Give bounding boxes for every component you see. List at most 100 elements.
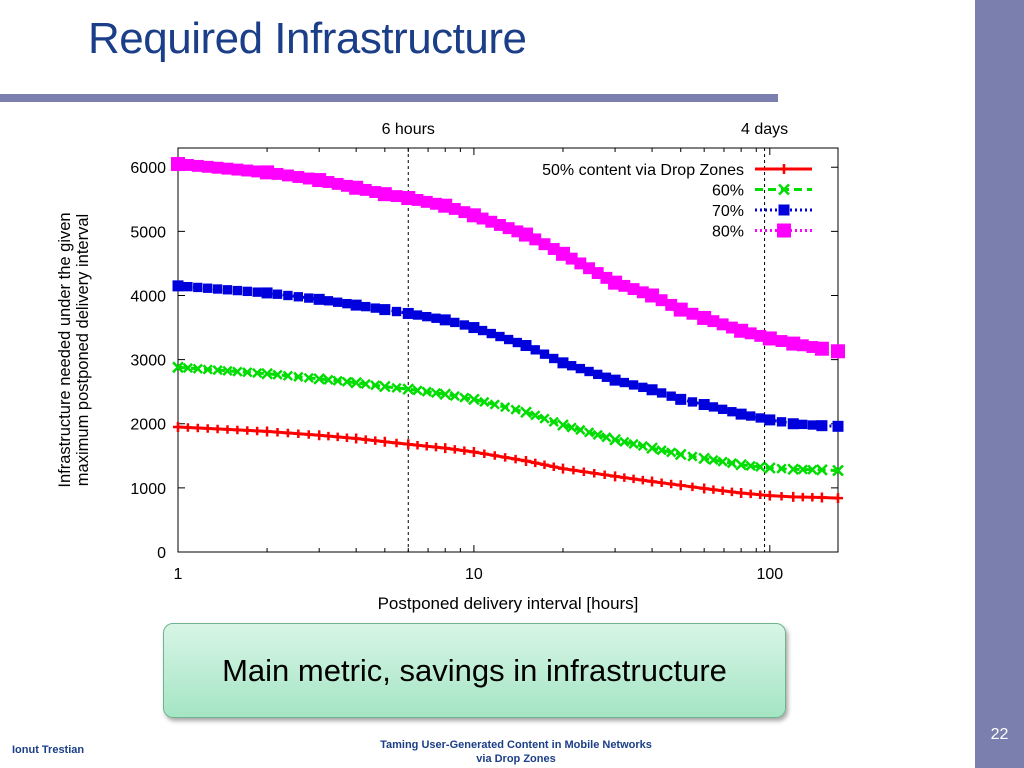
- reference-line-label: 6 hours: [382, 121, 435, 138]
- data-point: [439, 388, 452, 401]
- series-marker-interp: [302, 172, 315, 185]
- data-point: [521, 455, 532, 466]
- series-marker-interp: [575, 363, 586, 374]
- series-marker-interp: [589, 469, 599, 478]
- data-point: [697, 310, 712, 325]
- data-point: [314, 430, 325, 441]
- series-marker-interp: [500, 453, 510, 462]
- series-marker-interp: [241, 164, 254, 177]
- series-marker-interp: [656, 445, 667, 456]
- series-marker-interp: [687, 397, 698, 407]
- series-marker-interp: [283, 428, 293, 438]
- series-marker-interp: [370, 303, 380, 313]
- y-tick-label: 6000: [130, 160, 166, 177]
- series-marker-interp: [725, 321, 738, 334]
- series-marker-interp: [361, 435, 370, 444]
- series-marker-interp: [756, 490, 765, 499]
- series-marker-interp: [183, 423, 193, 432]
- series-group: [172, 280, 844, 432]
- legend-label: 50% content via Drop Zones: [542, 162, 744, 179]
- y-tick-label: 1000: [130, 481, 166, 498]
- series-marker-interp: [322, 176, 335, 188]
- data-point: [401, 191, 416, 206]
- series-marker-interp: [182, 362, 194, 374]
- x-axis-label: Postponed delivery interval [hours]: [378, 594, 639, 613]
- series-marker-interp: [807, 464, 818, 475]
- data-point: [173, 421, 183, 432]
- legend-label: 80%: [712, 224, 744, 241]
- series-marker-interp: [450, 445, 460, 454]
- series-marker-interp: [203, 424, 212, 433]
- series-marker-interp: [232, 285, 243, 296]
- callout-text: Main metric, savings in infrastructure: [222, 652, 727, 688]
- data-point: [379, 436, 390, 447]
- data-point: [349, 180, 364, 195]
- series-marker-interp: [584, 366, 594, 377]
- series-marker-interp: [303, 372, 314, 383]
- series-marker-interp: [657, 478, 666, 487]
- data-point: [645, 288, 660, 303]
- series-marker-interp: [192, 363, 203, 374]
- y-tick-label: 4000: [130, 288, 166, 305]
- series-marker-interp: [549, 353, 559, 364]
- series-marker-interp: [422, 441, 431, 451]
- data-point: [260, 165, 275, 180]
- series-marker-interp: [413, 440, 422, 450]
- series-marker-interp: [636, 286, 649, 299]
- y-axis-label-line1: Infrastructure needed under the given: [56, 212, 74, 487]
- footer-line-1: Taming User-Generated Content in Mobile …: [380, 739, 652, 751]
- x-tick-label: 1: [174, 566, 183, 583]
- series-marker-interp: [221, 162, 234, 175]
- series-marker-interp: [549, 462, 558, 471]
- right-accent-bar: [975, 0, 1024, 768]
- data-point: [172, 361, 184, 374]
- data-point: [764, 414, 776, 426]
- data-point: [734, 323, 749, 338]
- data-point: [350, 376, 363, 389]
- series-marker-interp: [619, 436, 630, 447]
- data-point: [675, 480, 686, 491]
- series-marker-interp: [324, 431, 333, 441]
- series-marker-interp: [601, 372, 612, 382]
- legend-marker: [778, 204, 790, 216]
- series-marker-interp: [583, 427, 595, 438]
- series-marker-interp: [776, 463, 787, 474]
- y-tick-label: 3000: [130, 353, 166, 370]
- series-marker-interp: [744, 327, 757, 340]
- series-marker-interp: [420, 195, 433, 208]
- data-point: [438, 198, 453, 213]
- series-marker-interp: [529, 233, 542, 246]
- series-marker-interp: [412, 310, 423, 320]
- series-marker-interp: [231, 163, 244, 176]
- series-marker-interp: [494, 219, 506, 231]
- data-point: [350, 299, 362, 311]
- data-point: [172, 280, 184, 292]
- series-marker-interp: [391, 306, 402, 317]
- data-point: [555, 246, 570, 261]
- series-marker-interp: [707, 315, 720, 328]
- series-marker-interp: [547, 243, 560, 255]
- series-marker-interp: [223, 425, 232, 434]
- data-point: [698, 399, 710, 411]
- data-point: [787, 418, 799, 430]
- series-marker-interp: [495, 331, 505, 342]
- series-marker-interp: [370, 380, 381, 391]
- series-marker-interp: [323, 296, 334, 306]
- data-point: [764, 490, 775, 501]
- data-point: [816, 492, 827, 503]
- series-marker-interp: [531, 458, 540, 468]
- data-point: [609, 433, 621, 446]
- series-marker-interp: [566, 422, 577, 433]
- series-marker-interp: [777, 491, 786, 501]
- data-point: [831, 344, 845, 359]
- series-marker-interp: [656, 388, 667, 398]
- series-marker-interp: [390, 190, 403, 203]
- series-marker-interp: [754, 329, 767, 342]
- data-point: [402, 307, 414, 319]
- series-marker-interp: [341, 376, 353, 387]
- series-marker-interp: [708, 454, 719, 466]
- data-point: [609, 374, 621, 386]
- series-group: [171, 157, 845, 359]
- series-marker-interp: [628, 380, 639, 390]
